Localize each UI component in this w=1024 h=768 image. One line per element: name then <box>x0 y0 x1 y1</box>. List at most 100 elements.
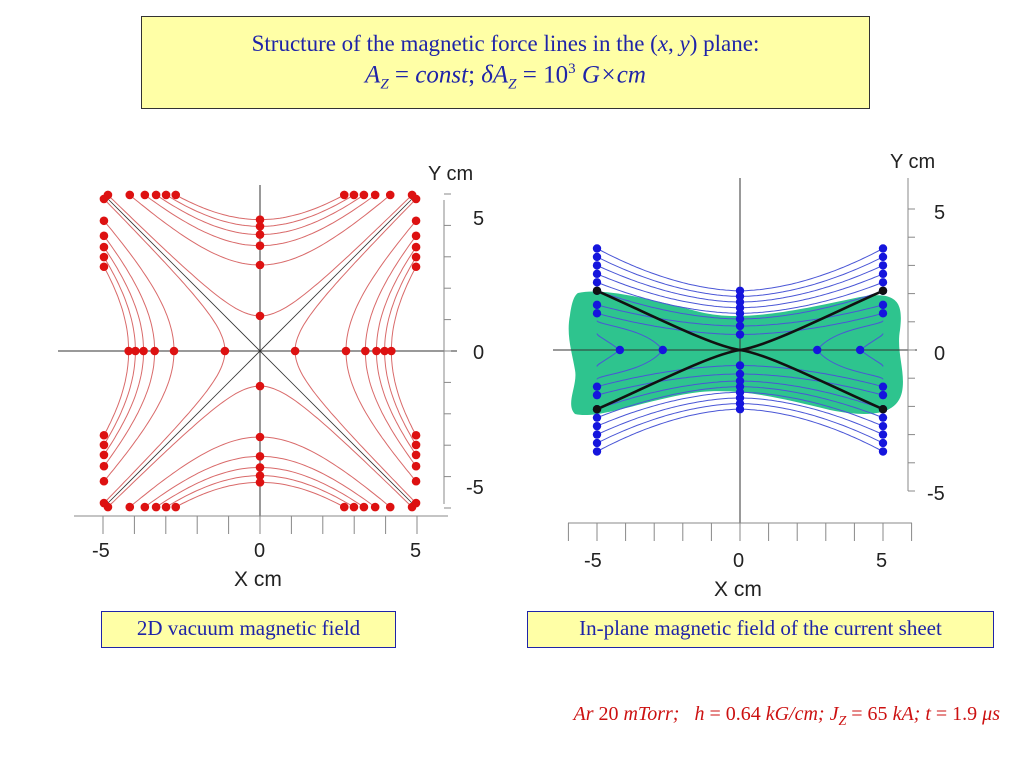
right-field-dot <box>878 413 888 422</box>
left-field-dot <box>387 346 396 356</box>
left-field-dot <box>131 346 140 356</box>
left-field-dot <box>124 346 133 356</box>
right-field-dot <box>878 300 888 310</box>
param-t-unit: μs <box>982 703 1000 725</box>
param-t-label: t <box>920 703 931 725</box>
right-field-dot <box>592 421 602 431</box>
formula-const: const <box>415 61 469 89</box>
right-field-dot <box>878 252 888 262</box>
param-j-value: = 65 <box>846 703 893 725</box>
right-field-dot <box>592 390 602 400</box>
left-field-dot <box>349 190 359 200</box>
left-field-dot <box>255 311 265 321</box>
left-field-dot <box>411 231 421 241</box>
left-field-dot <box>255 471 265 480</box>
right-field-dot <box>735 314 745 324</box>
left-field-dot <box>411 430 421 440</box>
right-field-dot <box>878 261 888 270</box>
right-field-dot <box>878 438 888 448</box>
right-island-line <box>596 333 621 367</box>
right-field-dot <box>878 278 888 287</box>
title-x: x <box>657 31 669 56</box>
param-h-label: h <box>679 703 705 725</box>
right-field-dot <box>592 278 602 287</box>
right-field-dot <box>592 405 602 414</box>
right-island-line <box>859 333 884 367</box>
right-field-dot <box>878 421 888 431</box>
right-y-tick-0: 0 <box>934 343 945 365</box>
left-y-tick-neg5: -5 <box>466 477 484 499</box>
right-field-dot <box>592 286 602 295</box>
title-suffix: ) plane: <box>689 31 760 56</box>
left-field-dot <box>171 190 181 200</box>
param-pressure-unit: mTorr; <box>623 703 680 725</box>
right-field-dot <box>878 430 888 439</box>
left-x-axis-label: X cm <box>234 568 282 591</box>
right-field-dot <box>592 447 602 456</box>
right-field-dot <box>813 345 822 355</box>
right-field-dot <box>878 244 888 253</box>
left-field-dot <box>99 498 109 508</box>
right-field-dot <box>658 345 667 355</box>
right-y-tick-5: 5 <box>934 202 945 224</box>
left-field-dot <box>359 502 369 512</box>
left-field-dot <box>140 502 150 512</box>
param-t-value: = 1.9 <box>930 703 983 725</box>
left-field-dot <box>255 381 265 391</box>
left-x-tick-0: 0 <box>254 540 265 562</box>
param-h-unit: kG/cm; <box>765 703 825 725</box>
left-field-dot <box>99 450 109 460</box>
left-field-dot <box>370 190 380 200</box>
right-field-dot <box>735 376 745 386</box>
param-j-sub: Z <box>838 714 847 729</box>
right-field-dot <box>878 390 888 400</box>
left-field-dot <box>99 476 109 486</box>
left-y-axis-label: Y cm <box>428 163 473 185</box>
right-field-dot <box>878 405 888 414</box>
experiment-parameters: Ar 20 mTorr; h = 0.64 kG/cm; JZ = 65 kA;… <box>420 703 1000 730</box>
left-field-dot <box>99 216 109 226</box>
left-field-dot <box>99 252 109 262</box>
left-field-line-mirror <box>108 386 410 507</box>
left-field-dot <box>411 242 421 252</box>
right-x-axis-label: X cm <box>714 578 762 601</box>
left-field-dot <box>125 190 135 200</box>
right-field-dot <box>735 330 745 339</box>
left-field-dot <box>255 230 265 239</box>
left-field-dot <box>385 502 395 512</box>
right-field-dot <box>735 369 745 379</box>
right-panel <box>553 178 917 541</box>
right-field-dot <box>592 430 602 439</box>
title-line-1: Structure of the magnetic force lines in… <box>142 31 869 57</box>
left-field-dot <box>171 502 181 512</box>
left-y-tick-5: 5 <box>473 208 484 230</box>
right-field-dot <box>592 244 602 253</box>
left-field-dot <box>290 346 300 356</box>
left-field-dot <box>411 216 421 226</box>
left-field-dot <box>99 262 109 272</box>
left-field-line <box>103 198 226 502</box>
right-field-dot <box>735 361 745 370</box>
left-field-dot <box>255 241 265 250</box>
left-field-dot <box>169 346 179 356</box>
left-field-dot <box>255 260 265 270</box>
left-field-dot <box>161 502 171 512</box>
left-field-dot <box>411 252 421 262</box>
formula-eq: = <box>388 61 416 89</box>
right-island-line <box>816 320 884 380</box>
right-field-dot <box>878 309 888 318</box>
right-field-dot <box>878 447 888 456</box>
right-field-dot <box>592 438 602 448</box>
left-field-dot <box>411 476 421 486</box>
right-field-dot <box>592 309 602 318</box>
formula-a: A <box>365 61 381 89</box>
left-field-line-mirror <box>108 195 410 316</box>
param-pressure: 20 <box>593 703 624 725</box>
right-x-tick-5: 5 <box>876 550 887 572</box>
right-x-tick-0: 0 <box>733 550 744 572</box>
right-x-tick-neg5: -5 <box>584 550 602 572</box>
left-field-dot <box>411 450 421 460</box>
right-field-dot <box>592 269 602 279</box>
formula-a2: A <box>492 61 509 89</box>
